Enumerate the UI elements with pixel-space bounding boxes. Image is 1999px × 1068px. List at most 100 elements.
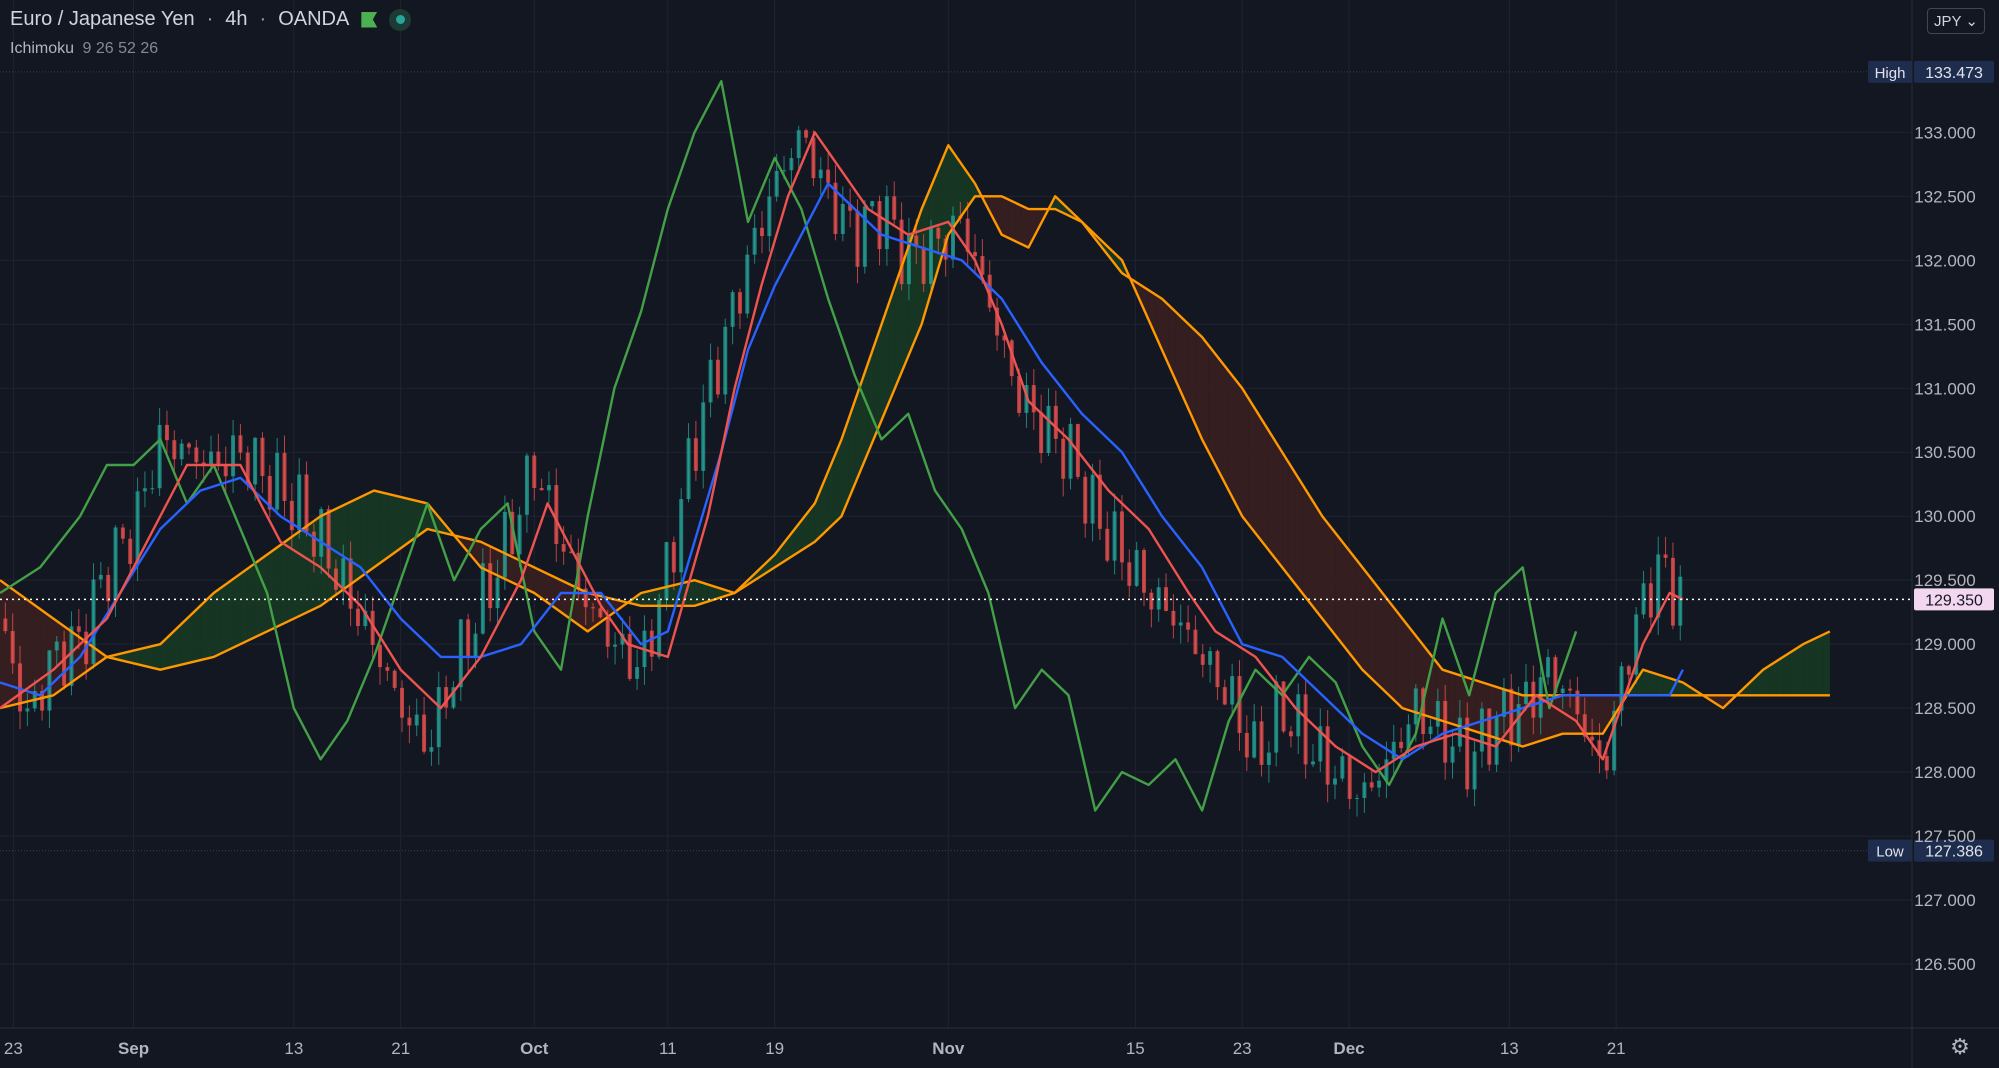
candle-body-124	[914, 235, 919, 248]
low-value-label: 127.386	[1925, 844, 1983, 861]
flag-icon[interactable]	[361, 11, 378, 28]
candle-body-199	[1465, 717, 1470, 790]
cloud-segment-43	[287, 535, 294, 622]
candle-body-181	[1332, 778, 1337, 785]
candle-body-32	[238, 435, 243, 453]
candle-body-1	[10, 631, 15, 664]
market-status-icon[interactable]	[389, 8, 412, 31]
candle-body-113	[833, 182, 838, 234]
candle-body-154	[1134, 550, 1139, 586]
cloud-segment-194	[1295, 473, 1303, 593]
cloud-segment-247	[1649, 671, 1657, 696]
cloud-segment-251	[1676, 680, 1683, 696]
candle-body-92	[679, 499, 684, 573]
cloud-segment-96	[641, 591, 648, 606]
cloud-segment-153	[1021, 205, 1029, 248]
cloud-segment-231	[1542, 695, 1550, 741]
candle-body-182	[1340, 756, 1345, 779]
candle-body-114	[840, 203, 845, 234]
cloud-segment-202	[1349, 550, 1356, 662]
y-tick-label-5: 129.000	[1914, 635, 1975, 654]
cloud-segment-271	[1809, 637, 1817, 696]
cloud-segment-59	[394, 495, 401, 553]
cloud-segment-131	[874, 324, 882, 437]
candle-body-173	[1274, 681, 1279, 753]
candle-body-97	[715, 359, 720, 395]
cloud-segment-200	[1335, 533, 1343, 645]
candle-body-138	[1017, 376, 1022, 413]
candle-body-64	[473, 633, 478, 657]
candle-body-101	[745, 254, 750, 314]
cloud-segment-55	[367, 490, 374, 573]
candle-body-83	[613, 644, 618, 647]
interval-label[interactable]: 4h	[225, 8, 248, 30]
x-tick-label-11: 13	[1500, 1039, 1519, 1058]
candle-body-126	[928, 227, 933, 284]
symbol-name[interactable]: Euro / Japanese Yen	[10, 8, 195, 30]
cloud-segment-19	[126, 650, 134, 664]
candle-body-67	[495, 577, 500, 609]
x-tick-label-12: 21	[1607, 1039, 1626, 1058]
candle-body-121	[892, 196, 897, 220]
candle-body-183	[1347, 756, 1352, 799]
candle-body-39	[289, 500, 294, 531]
currency-button[interactable]: JPY ⌄	[1927, 8, 1985, 34]
cloud-segment-179	[1195, 330, 1203, 440]
indicator-name: Ichimoku	[10, 40, 75, 57]
high-value-badge	[1914, 60, 1994, 83]
candle-body-98	[723, 326, 728, 395]
candle-body-216	[1590, 736, 1595, 741]
candle-body-19	[142, 488, 147, 492]
candle-body-31	[231, 435, 236, 477]
last-price-label: 129.350	[1925, 592, 1983, 609]
candle-body-203	[1494, 716, 1499, 765]
candle-body-207	[1523, 681, 1528, 705]
cloud-segment-36	[240, 568, 248, 645]
candle-body-109	[804, 130, 809, 138]
cloud-segment-80	[534, 567, 541, 598]
candle-body-225	[1656, 554, 1661, 618]
candle-body-9	[69, 626, 74, 686]
candle-body-71	[524, 455, 529, 515]
cloud-segment-197	[1315, 505, 1323, 619]
candle-body-16	[120, 527, 125, 539]
y-tick-label-10: 131.500	[1914, 315, 1975, 334]
candle-body-15	[113, 527, 118, 602]
cloud-segment-1	[6, 584, 14, 707]
candle-body-193	[1421, 688, 1426, 735]
candle-body-26	[194, 447, 199, 463]
x-tick-label-10: Dec	[1333, 1039, 1364, 1058]
cloud-segment-39	[260, 554, 268, 635]
cloud-segment-24	[160, 637, 167, 670]
candle-body-79	[583, 588, 588, 608]
candle-body-99	[730, 292, 735, 327]
candle-body-13	[98, 574, 103, 580]
candle-body-7	[54, 641, 59, 651]
cloud-segment-32	[213, 588, 221, 657]
candle-body-28	[209, 451, 214, 467]
candle-body-132	[973, 251, 978, 257]
cloud-segment-123	[821, 471, 829, 536]
settings-gear-icon[interactable]: ⚙	[1950, 1034, 1970, 1059]
candle-body-139	[1024, 385, 1029, 413]
cloud-segment-21	[140, 647, 147, 667]
candle-body-176	[1296, 694, 1301, 737]
cloud-segment-167	[1115, 253, 1122, 274]
cloud-segment-76	[507, 554, 515, 584]
cloud-segment-29	[193, 605, 201, 662]
cloud-segment-238	[1589, 695, 1597, 734]
cloud-segment-191	[1275, 441, 1283, 568]
candle-body-24	[179, 443, 184, 460]
candle-body-160	[1178, 622, 1183, 626]
candle-body-140	[1031, 385, 1036, 413]
indicator-legend[interactable]: Ichimoku 9 26 52 26	[10, 40, 411, 58]
cloud-segment-206	[1375, 584, 1383, 689]
candle-body-22	[164, 424, 169, 441]
cloud-segment-174	[1162, 298, 1169, 365]
candle-body-108	[796, 130, 801, 159]
low-value-badge	[1914, 839, 1994, 862]
cloud-segment-270	[1803, 640, 1810, 696]
candle-body-158	[1164, 587, 1169, 611]
